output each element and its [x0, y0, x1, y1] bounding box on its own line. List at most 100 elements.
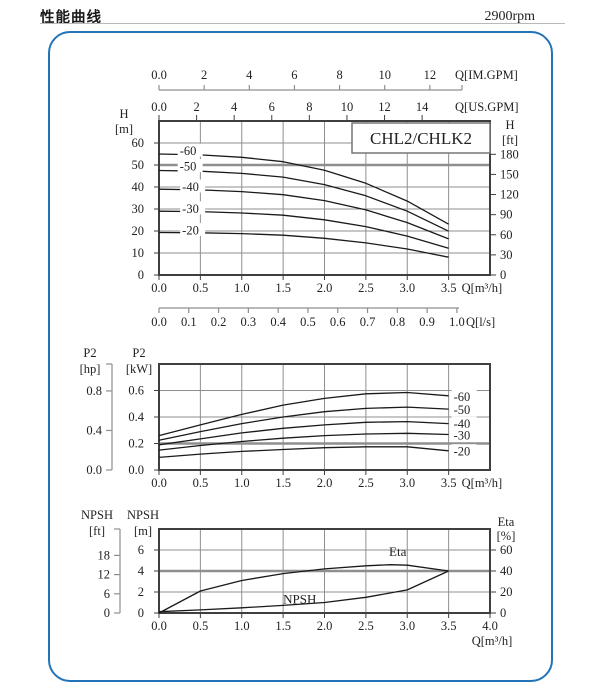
curve--30 — [158, 432, 449, 451]
y-tick-label: 2 — [138, 585, 144, 599]
x-tick-label: 4.0 — [482, 619, 498, 633]
side-ruler-label: 6 — [104, 587, 110, 601]
curve-label: -30 — [182, 202, 199, 216]
y-right-tick-label: 120 — [500, 188, 519, 202]
curve-label: -30 — [454, 428, 471, 442]
y-right-tick-label: 0 — [500, 606, 506, 620]
curve-label-mask — [451, 389, 477, 403]
curve-label-mask — [451, 427, 477, 441]
ls-axis-label: Q[l/s] — [466, 315, 495, 329]
im-gpm-axis-label: Q[IM.GPM] — [455, 68, 518, 82]
side-ruler-heading: NPSH — [81, 508, 113, 522]
annotation-eta: Eta — [389, 544, 407, 559]
x-tick-label: 1.0 — [234, 281, 250, 295]
side-ruler-label: 0.8 — [86, 384, 102, 398]
curve-label-mask — [177, 143, 203, 157]
x-tick-label: 0.0 — [151, 281, 167, 295]
y-tick-label: 0 — [138, 268, 144, 282]
curve-label: -50 — [454, 403, 471, 417]
us-gpm-label: 14 — [416, 100, 429, 114]
us-gpm-axis-label: Q[US.GPM] — [455, 100, 519, 114]
x-axis-label: Q[m³/h] — [472, 634, 513, 648]
x-tick-label: 3.5 — [441, 281, 457, 295]
curve-label-mask — [451, 402, 477, 416]
model-name: CHL2/CHLK2 — [370, 129, 472, 148]
us-gpm-label: 10 — [341, 100, 354, 114]
curve-label: -20 — [182, 223, 199, 237]
curve-label-mask — [451, 416, 477, 430]
x-tick-label: 3.5 — [441, 619, 457, 633]
x-tick-label: 1.5 — [275, 476, 291, 490]
x-tick-label: 2.5 — [358, 281, 374, 295]
y-axis-heading: [m] — [115, 122, 133, 136]
us-gpm-label: 8 — [306, 100, 312, 114]
curve-label-mask — [451, 444, 477, 458]
y-right-tick-label: 0 — [500, 268, 506, 282]
curve--60 — [158, 153, 449, 225]
x-tick-label: 0.5 — [193, 619, 209, 633]
ls-label: 1.0 — [449, 315, 465, 329]
side-ruler-heading: P2 — [83, 346, 96, 360]
us-gpm-label: 12 — [378, 100, 391, 114]
ls-label: 0.7 — [360, 315, 376, 329]
im-gpm-label: 2 — [201, 68, 207, 82]
x-tick-label: 3.5 — [441, 476, 457, 490]
curve--20 — [158, 446, 449, 459]
y-tick-label: 40 — [132, 180, 145, 194]
x-tick-label: 2.5 — [358, 619, 374, 633]
us-gpm-label: 6 — [269, 100, 275, 114]
curve-label: -60 — [454, 390, 471, 404]
y-axis-heading: H — [119, 107, 128, 121]
y-tick-label: 0.4 — [128, 410, 144, 424]
im-gpm-label: 0.0 — [151, 68, 167, 82]
im-gpm-label: 12 — [424, 68, 437, 82]
curve-label-mask — [177, 159, 203, 173]
curve--20 — [158, 231, 449, 258]
y-tick-label: 0 — [138, 606, 144, 620]
x-tick-label: 3.0 — [399, 476, 415, 490]
side-ruler-label: 18 — [98, 548, 111, 562]
ls-label: 0.3 — [241, 315, 257, 329]
x-tick-label: 2.0 — [317, 619, 333, 633]
ls-label: 0.0 — [151, 315, 167, 329]
y-right-tick-label: 30 — [500, 248, 513, 262]
x-tick-label: 3.0 — [399, 619, 415, 633]
y-right-tick-label: 20 — [500, 585, 513, 599]
y-tick-label: 20 — [132, 224, 145, 238]
x-tick-label: 2.0 — [317, 281, 333, 295]
curve-NPSH — [158, 570, 449, 613]
y-right-tick-label: 60 — [500, 543, 513, 557]
y-axis-heading: [kW] — [126, 362, 152, 376]
y-right-heading: [ft] — [502, 133, 518, 147]
y-tick-label: 0.6 — [128, 384, 144, 398]
x-tick-label: 0.5 — [193, 476, 209, 490]
x-tick-label: 0.5 — [193, 281, 209, 295]
x-tick-label: 2.5 — [358, 476, 374, 490]
curve-label-mask — [180, 179, 206, 193]
side-ruler-heading: [ft] — [89, 524, 105, 538]
ls-label: 0.9 — [419, 315, 435, 329]
us-gpm-label: 2 — [193, 100, 199, 114]
y-tick-label: 50 — [132, 158, 145, 172]
curve-label: -40 — [182, 180, 199, 194]
y-right-heading: [%] — [497, 529, 516, 543]
side-ruler-label: 0.4 — [86, 423, 102, 437]
x-tick-label: 1.5 — [275, 281, 291, 295]
y-tick-label: 0.2 — [128, 437, 144, 451]
im-gpm-label: 6 — [291, 68, 297, 82]
curve--40 — [158, 188, 449, 240]
us-gpm-label: 4 — [231, 100, 238, 114]
y-right-heading: Eta — [498, 515, 515, 529]
curve-label: -50 — [180, 160, 197, 174]
curve--30 — [158, 210, 449, 249]
im-gpm-label: 8 — [336, 68, 342, 82]
model-box — [351, 122, 491, 154]
curve--40 — [158, 420, 449, 446]
curve--60 — [158, 391, 449, 437]
y-axis-heading: NPSH — [127, 508, 159, 522]
ls-label: 0.4 — [270, 315, 286, 329]
ls-label: 0.6 — [330, 315, 346, 329]
us-gpm-label: 0.0 — [151, 100, 167, 114]
